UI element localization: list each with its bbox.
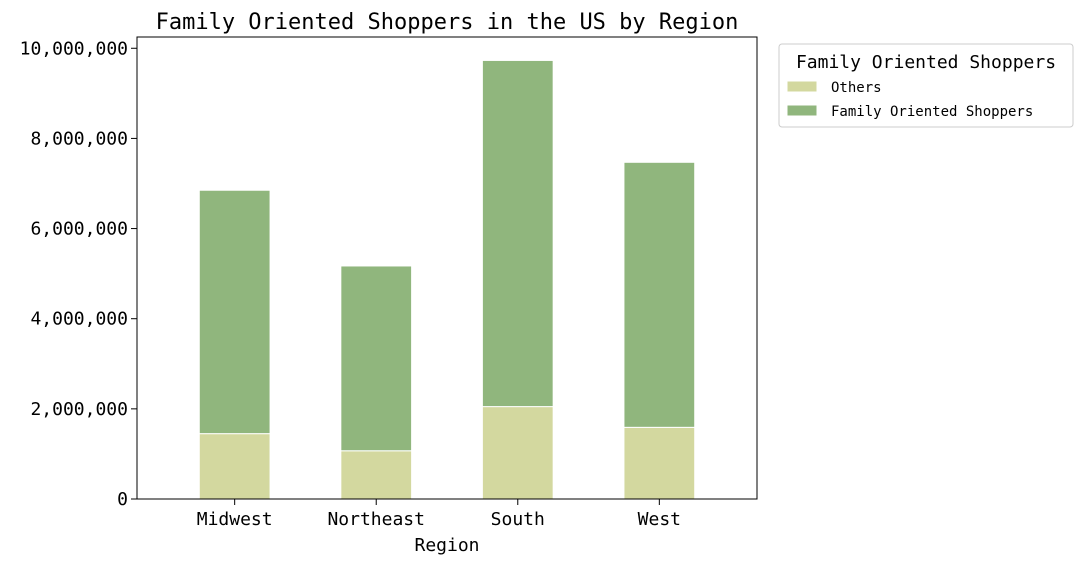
bars-group xyxy=(198,59,696,500)
y-axis: 0 2,000,000 4,000,000 6,000,000 8,000,000 10,… xyxy=(20,38,137,510)
legend-swatch-others xyxy=(786,80,818,93)
y-tick-label: 10,000,000 xyxy=(20,38,128,59)
bar-south-others xyxy=(481,406,554,500)
x-tick-label-midwest: Midwest xyxy=(197,509,273,530)
chart-title: Family Oriented Shoppers in the US by Re… xyxy=(156,10,739,35)
legend: Family Oriented Shoppers Others Family Or… xyxy=(778,43,1074,128)
bar-northeast-family-oriented-shoppers xyxy=(340,265,413,452)
x-axis-label: Region xyxy=(414,535,479,556)
x-tick-label-northeast: Northeast xyxy=(327,509,425,530)
bar-west-family-oriented-shoppers xyxy=(623,161,696,428)
bar-south-family-oriented-shoppers xyxy=(481,59,554,408)
legend-label: Family Oriented Shoppers xyxy=(831,104,1033,120)
bar-midwest-family-oriented-shoppers xyxy=(198,189,271,435)
x-tick-label-south: South xyxy=(491,509,545,530)
y-tick-label: 8,000,000 xyxy=(30,128,128,149)
bar-midwest-others xyxy=(198,433,271,500)
legend-items: Others Family Oriented Shoppers xyxy=(786,80,1033,120)
legend-label: Others xyxy=(831,80,882,96)
x-tick-label-west: West xyxy=(638,509,681,530)
legend-title: Family Oriented Shoppers xyxy=(796,52,1056,73)
bar-northeast-others xyxy=(340,450,413,500)
x-axis: Midwest Northeast South West xyxy=(197,499,681,530)
legend-swatch-family-oriented-shoppers xyxy=(786,104,818,117)
y-tick-label: 4,000,000 xyxy=(30,309,128,330)
plot-frame xyxy=(136,36,758,500)
y-tick-label: 0 xyxy=(117,489,128,510)
y-tick-label: 6,000,000 xyxy=(30,219,128,240)
y-tick-label: 2,000,000 xyxy=(30,399,128,420)
legend-box xyxy=(778,43,1074,128)
bar-west-others xyxy=(623,426,696,500)
